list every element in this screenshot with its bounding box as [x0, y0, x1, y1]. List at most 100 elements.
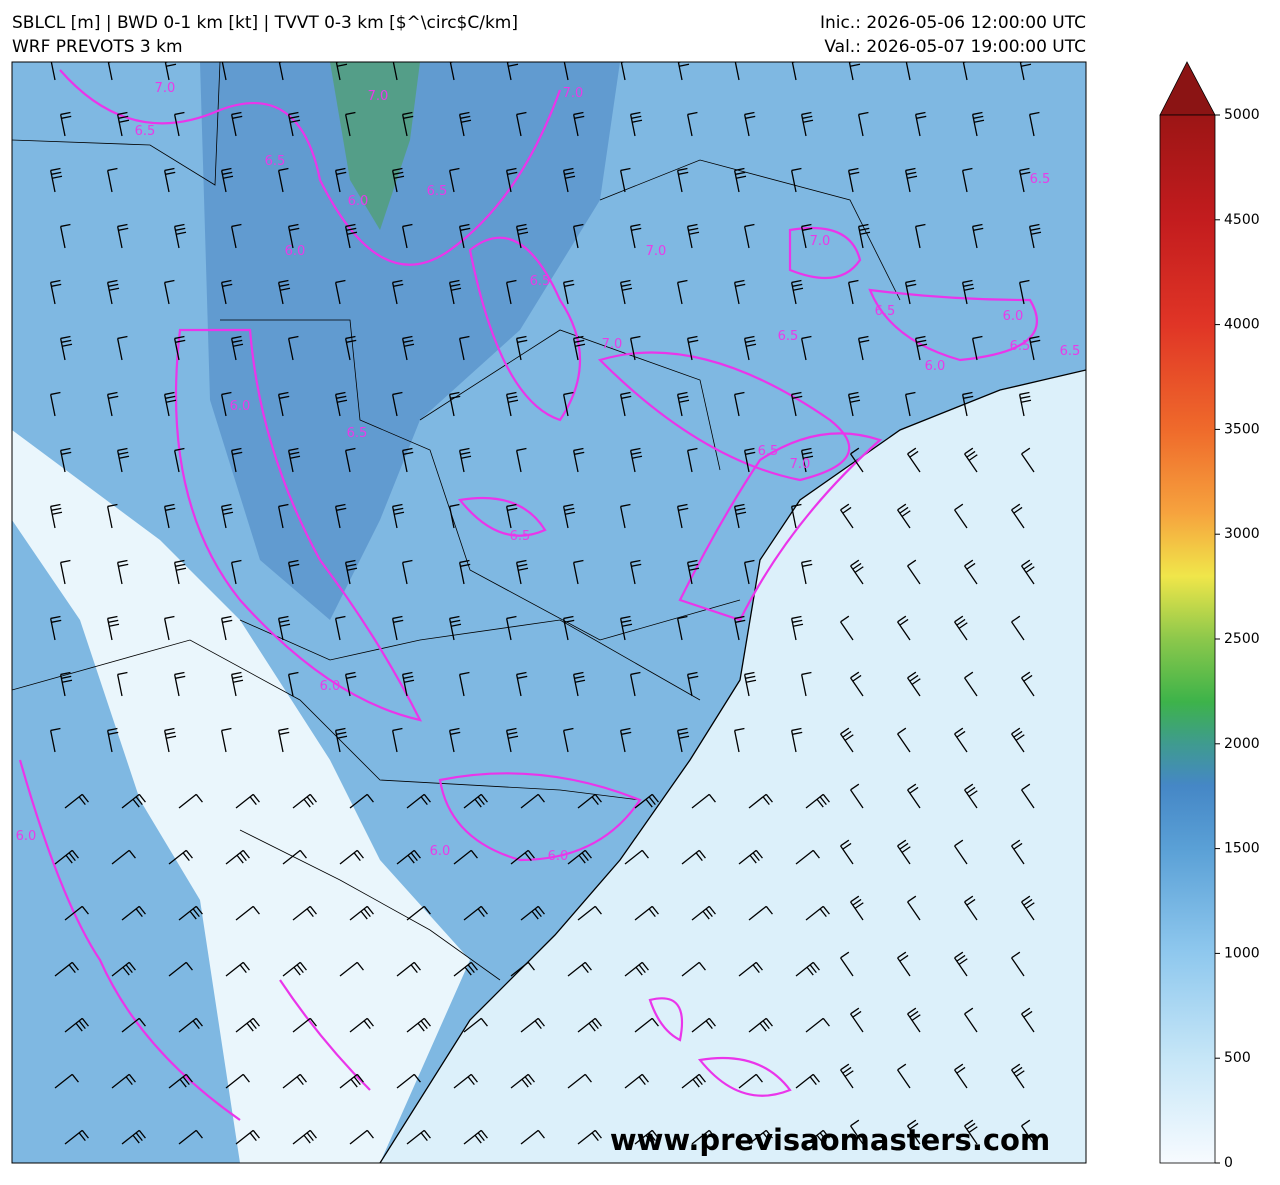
wind-barb	[505, 503, 518, 529]
wind-barb	[676, 167, 689, 193]
wind-barb	[904, 279, 917, 305]
wind-barb	[334, 727, 348, 753]
wind-barb	[691, 1017, 716, 1033]
borders	[12, 62, 901, 981]
wind-barb	[572, 223, 584, 249]
wind-barb	[961, 391, 974, 417]
wind-barb	[401, 671, 415, 697]
wind-barb	[401, 559, 413, 585]
wind-barb	[954, 951, 968, 977]
contour-label: 6.0	[430, 844, 451, 859]
wind-barb	[964, 671, 978, 697]
wind-barb	[406, 1017, 431, 1033]
wind-barb	[235, 1017, 260, 1033]
wind-barb	[743, 447, 756, 473]
wind-barb	[624, 849, 649, 865]
wind-barb	[173, 559, 187, 585]
wind-barb	[515, 223, 529, 249]
contour-label: 6.5	[347, 426, 368, 441]
colorbar-tick-label: 5000	[1224, 107, 1260, 123]
wind-barb	[344, 335, 357, 361]
wind-barb	[848, 62, 861, 81]
wind-barb	[572, 447, 585, 473]
wind-barb	[292, 1017, 317, 1033]
wind-barb	[1011, 727, 1025, 753]
wind-barb	[743, 335, 757, 361]
wind-barb	[850, 783, 864, 809]
wind-barb	[904, 391, 916, 417]
contours	[18, 69, 1038, 1121]
wind-barb	[743, 559, 755, 585]
wind-barb	[1028, 111, 1040, 137]
wind-barb	[453, 961, 478, 977]
wind-barb	[1021, 671, 1035, 697]
wind-barb	[677, 62, 690, 81]
wind-barb	[800, 335, 812, 361]
wind-barb	[686, 223, 700, 249]
wind-barb	[964, 1007, 978, 1033]
wind-barb	[448, 615, 462, 641]
wind-barb	[168, 1073, 193, 1089]
wind-barb	[634, 1017, 659, 1033]
wind-barb	[572, 671, 586, 697]
wind-barb	[163, 503, 176, 529]
wind-barb	[971, 335, 983, 361]
wind-barb	[173, 223, 187, 249]
wind-barb	[634, 793, 659, 809]
wind-barb	[64, 793, 89, 809]
wind-barb	[106, 279, 120, 305]
wind-barb	[1028, 223, 1042, 249]
wind-barb	[173, 111, 185, 137]
wind-barb	[686, 447, 698, 473]
wind-barb	[220, 279, 233, 305]
contour-label: 7.0	[810, 234, 831, 249]
wind-barb	[515, 559, 529, 585]
wind-barb	[964, 783, 978, 809]
wind-barb	[897, 1063, 911, 1089]
wind-barb	[619, 615, 633, 641]
wind-barb	[738, 849, 763, 865]
wind-barb	[230, 447, 243, 473]
contour-label: 6.5	[510, 529, 531, 544]
wind-barb	[1021, 447, 1035, 473]
wind-barb	[954, 503, 968, 529]
colorbar-tick-label: 500	[1224, 1050, 1251, 1066]
wind-barb	[391, 167, 405, 193]
wind-barb	[907, 447, 921, 473]
wind-barb	[800, 447, 814, 473]
colorbar-tick-label: 4500	[1224, 212, 1260, 228]
wind-barb	[391, 615, 404, 641]
wind-barb	[515, 447, 527, 473]
wind-barb	[629, 559, 642, 585]
wind-barb	[106, 615, 120, 641]
wind-barb	[401, 335, 415, 361]
wind-barb	[463, 905, 488, 921]
wind-barb	[334, 615, 346, 641]
wind-barb	[334, 279, 346, 305]
wind-barb	[505, 279, 517, 305]
contour-label: 6.0	[285, 244, 306, 259]
title: SBLCL [m] | BWD 0-1 km [kt] | TVVT 0-3 k…	[12, 13, 518, 33]
wind-barb	[287, 447, 301, 473]
wind-barb	[458, 111, 472, 137]
contour-label: 6.0	[348, 194, 369, 209]
contour-label: 7.0	[368, 89, 389, 104]
wind-barb	[515, 671, 528, 697]
wind-barb	[577, 905, 602, 921]
wind-barb	[111, 961, 136, 977]
wind-barb	[116, 671, 128, 697]
wind-barb	[282, 961, 307, 977]
contour-label: 7.0	[602, 337, 623, 352]
wind-barb	[49, 167, 63, 193]
wind-barb	[458, 447, 472, 473]
wind-barb	[572, 335, 586, 361]
wind-barb	[577, 1017, 602, 1033]
wind-barb	[520, 1017, 545, 1033]
wind-barb	[914, 335, 928, 361]
contour-label: 7.0	[155, 81, 176, 96]
wind-barb	[840, 503, 854, 529]
wind-barb	[277, 727, 290, 753]
wind-barb	[59, 671, 73, 697]
wind-barb	[49, 727, 61, 753]
